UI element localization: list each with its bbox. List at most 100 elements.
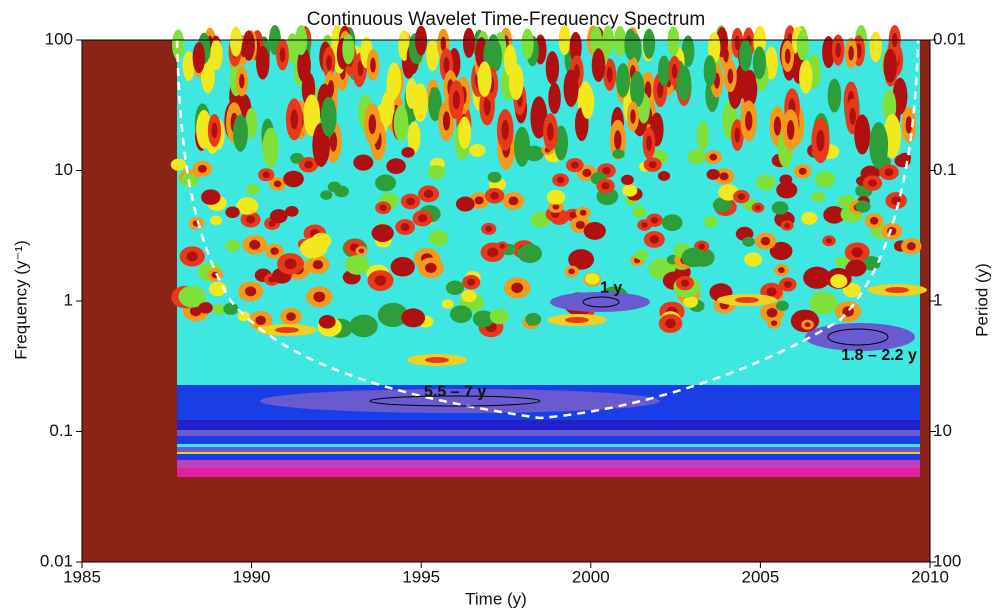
blob [715,287,727,298]
blob [799,60,813,94]
blob [784,48,791,64]
blob [423,189,434,199]
blob [834,256,849,268]
blob [202,304,209,311]
blob [375,174,397,192]
blob [279,47,286,63]
blob [461,289,477,303]
blob [327,181,342,193]
blob [208,281,227,297]
band [260,389,660,413]
blob [508,63,524,101]
blob [304,160,313,169]
blob [657,81,664,99]
blob [681,35,695,68]
blob [312,260,324,270]
blob [756,174,776,191]
blob [696,120,709,151]
blob [665,318,676,329]
blob [428,229,449,246]
blob [616,63,630,98]
blob [811,191,826,203]
blob [569,211,577,219]
x-tick-label: 1995 [402,567,440,586]
blob [425,262,437,274]
blob [474,196,484,205]
blob [461,200,470,208]
blob [580,85,595,119]
blob [884,168,894,177]
blob [478,45,485,61]
blob [501,119,509,140]
blob [377,302,409,328]
blob [552,203,560,210]
blob [245,107,258,139]
blob [734,35,741,51]
x-tick-label: 1985 [63,567,101,586]
blob [734,127,741,143]
blob [740,230,749,238]
blob [426,39,439,72]
blob [771,201,789,215]
blob [317,134,326,156]
blob [885,287,909,293]
blob [766,287,777,297]
blob [196,109,212,149]
blob [798,167,807,175]
blob [288,208,295,215]
blob [906,242,916,251]
x-axis-label: Time (y) [465,589,527,608]
blob [549,59,556,76]
blob [851,247,863,258]
blob [680,279,690,287]
band [177,430,920,436]
blob [487,247,499,258]
blob [442,111,451,131]
blob [547,122,554,141]
blob [329,131,338,152]
blob [232,114,248,152]
blob [624,29,637,60]
blob [631,205,647,218]
blob [521,28,534,60]
blob [288,174,299,184]
blob [489,308,509,325]
blob [418,33,424,48]
blob [472,310,495,328]
blob [661,173,667,179]
band [177,460,920,468]
blob [773,116,782,136]
blob [449,305,473,323]
blob [211,122,218,139]
blob [445,280,465,296]
blob [869,31,882,63]
blob [784,222,791,229]
blob [709,153,718,161]
blob [387,62,402,99]
blob [829,210,840,220]
blob [229,26,242,57]
blob [869,122,889,170]
blob [223,302,239,315]
band [805,323,915,351]
blob [770,320,778,326]
blob [849,107,856,126]
blob [425,357,449,363]
blob [579,209,587,216]
blob [483,96,491,116]
contour [369,395,541,407]
blob [649,235,660,244]
blob [661,214,683,231]
blob [323,318,332,326]
blob [568,268,575,275]
blob [206,193,216,201]
blob [418,214,428,223]
blob [602,25,615,56]
y2-tick-label: 10 [933,421,952,440]
annotation: 1 y [600,280,622,297]
blob [869,217,879,225]
blob [237,311,250,322]
blob [514,126,531,167]
blob [537,42,544,57]
blob [305,80,312,98]
